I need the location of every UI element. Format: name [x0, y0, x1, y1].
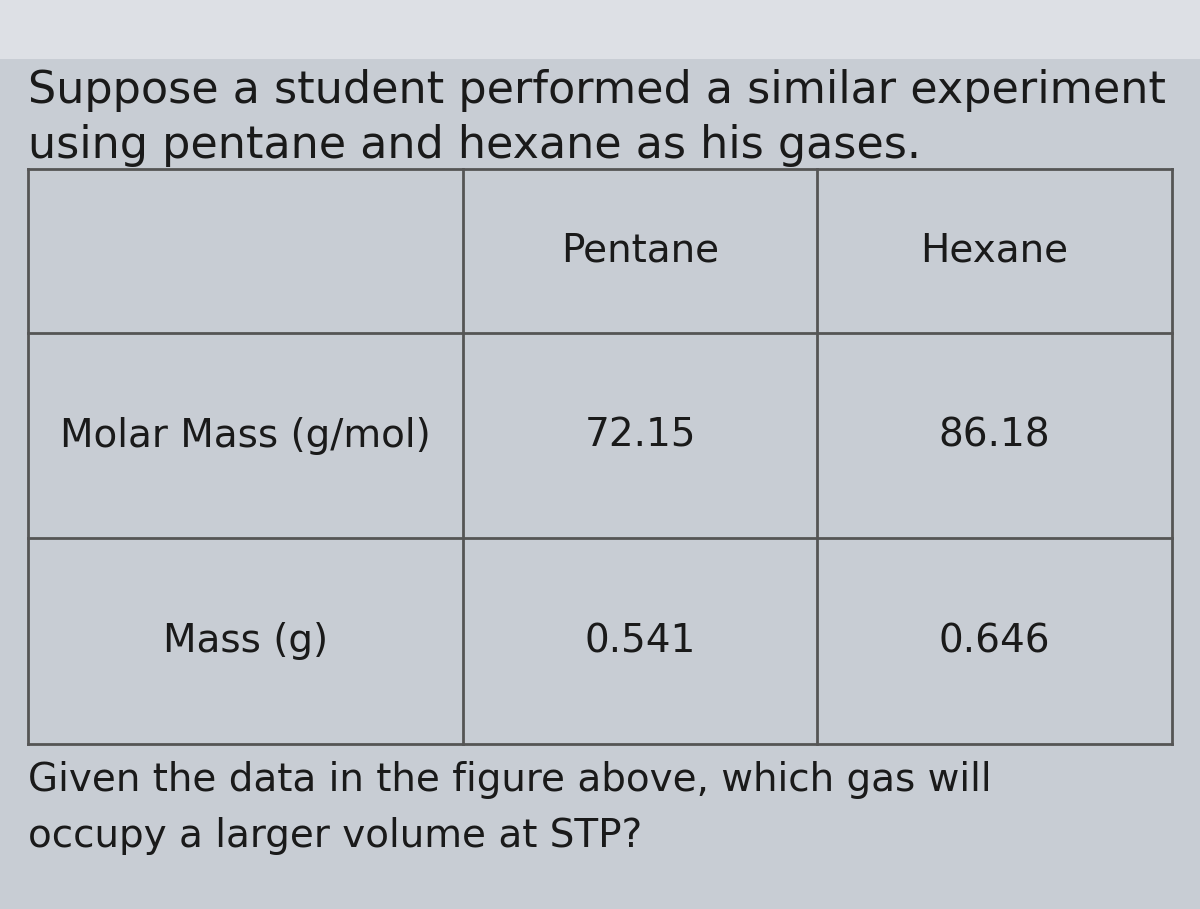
- Bar: [28, 169, 1172, 744]
- Text: Given the data in the figure above, which gas will: Given the data in the figure above, whic…: [28, 761, 991, 799]
- Text: Suppose a student performed a similar experiment: Suppose a student performed a similar ex…: [28, 69, 1166, 112]
- Text: using pentane and hexane as his gases.: using pentane and hexane as his gases.: [28, 124, 922, 167]
- Bar: [0, 0, 1200, 59]
- Text: 86.18: 86.18: [938, 416, 1050, 454]
- Text: Molar Mass (g/mol): Molar Mass (g/mol): [60, 416, 431, 454]
- Text: 0.541: 0.541: [584, 622, 696, 660]
- Text: Hexane: Hexane: [920, 232, 1069, 270]
- Text: Pentane: Pentane: [560, 232, 719, 270]
- Text: Mass (g): Mass (g): [163, 622, 328, 660]
- Text: 0.646: 0.646: [938, 622, 1050, 660]
- Text: occupy a larger volume at STP?: occupy a larger volume at STP?: [28, 817, 642, 855]
- Text: 72.15: 72.15: [584, 416, 696, 454]
